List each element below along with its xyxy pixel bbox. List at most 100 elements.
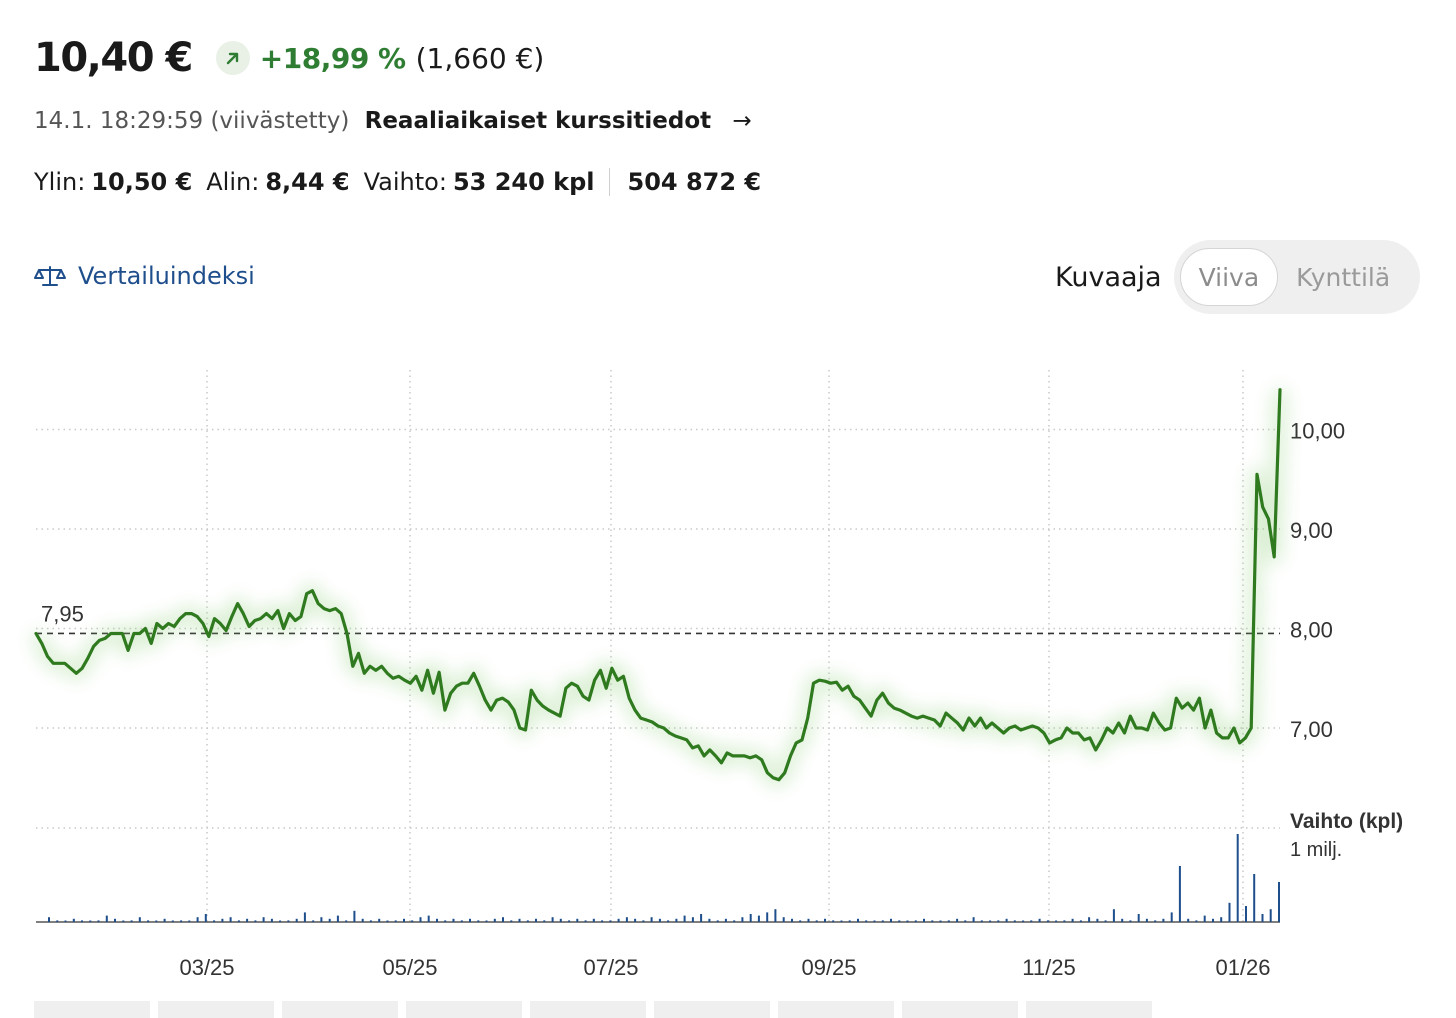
volume-bar <box>931 920 934 922</box>
price-line <box>34 388 1282 782</box>
volume-bar <box>1121 918 1124 922</box>
volume-bar <box>601 920 604 922</box>
low-value: 8,44 € <box>265 168 350 196</box>
volume-bar <box>1195 920 1198 922</box>
reference-label: 7,95 <box>41 601 84 626</box>
volume-bar <box>1228 902 1231 922</box>
volume-bar <box>824 918 826 922</box>
volume-bar <box>1079 920 1082 922</box>
volume-bar <box>568 920 571 922</box>
volume-bar <box>419 917 422 922</box>
volume-bar <box>890 918 892 922</box>
volume-bar <box>1236 834 1239 922</box>
loading-placeholder <box>406 1001 522 1018</box>
volume-bar <box>997 920 1000 922</box>
volume-bar <box>72 918 75 922</box>
x-tick-label: 01/26 <box>1215 955 1270 980</box>
volume-bar <box>1278 882 1280 922</box>
volume-bar <box>155 920 158 922</box>
volume-bar <box>477 920 480 922</box>
arrow-right-icon[interactable]: → <box>732 108 752 134</box>
volume-bar <box>881 920 884 922</box>
loading-placeholder <box>778 1001 894 1018</box>
volume-bar <box>1145 918 1148 922</box>
volume-bar <box>708 918 711 922</box>
stats-divider <box>608 168 610 196</box>
loading-placeholder <box>654 1001 770 1018</box>
realtime-link[interactable]: Reaaliaikaiset kurssitiedot <box>364 108 712 134</box>
benchmark-button[interactable]: Vertailuindeksi <box>34 262 255 290</box>
volume-bar <box>675 918 678 922</box>
volume-bar <box>81 920 83 922</box>
volume-bar <box>658 918 661 922</box>
loading-placeholder <box>158 1001 274 1018</box>
volume-bar <box>485 920 488 922</box>
volume-bar <box>972 917 975 922</box>
x-tick-label: 03/25 <box>179 955 234 980</box>
price-line-glow <box>29 389 1287 787</box>
volume-bar <box>493 918 496 922</box>
change-absolute: (1,660 €) <box>415 41 545 75</box>
volume-bar <box>1212 918 1214 922</box>
volume-bar <box>130 920 133 922</box>
volume-bar <box>188 920 191 922</box>
volume-bar <box>163 918 166 922</box>
volume-bar <box>237 920 240 922</box>
volume-bar <box>64 920 67 922</box>
volume-bar <box>1253 874 1256 922</box>
volume-bar <box>815 920 818 922</box>
volume-bar <box>757 915 760 922</box>
volume-bar <box>526 920 529 922</box>
volume-bar <box>460 920 463 922</box>
volume-bar <box>427 915 430 922</box>
volume-bar <box>584 920 587 922</box>
y-tick-label: 9,00 <box>1290 518 1333 543</box>
volume-bar <box>353 910 356 922</box>
volume-bar <box>1063 920 1066 922</box>
volume-bar <box>617 918 620 922</box>
volume-bar <box>386 920 389 922</box>
volume-bar <box>733 920 736 922</box>
volume-bar <box>361 918 364 922</box>
volume-bar <box>312 920 315 922</box>
volume-bar <box>510 920 513 922</box>
volume-bar <box>716 920 719 922</box>
volume-bar <box>543 920 546 922</box>
volume-axis-title: Vaihto (kpl) <box>1290 810 1403 833</box>
volume-bar <box>791 918 793 922</box>
volume-bar <box>923 918 925 922</box>
x-tick-label: 09/25 <box>801 955 856 980</box>
volume-bar <box>1137 914 1140 922</box>
x-tick-label: 11/25 <box>1022 955 1075 980</box>
volume-bar <box>411 920 414 922</box>
volume-bar <box>1088 917 1091 922</box>
scale-icon <box>34 266 66 286</box>
loading-placeholder <box>530 1001 646 1018</box>
high-value: 10,50 € <box>91 168 193 196</box>
volume-bar <box>147 920 150 922</box>
volume-bar <box>774 909 777 922</box>
volume-bar <box>97 920 100 922</box>
volume-bar <box>287 920 290 922</box>
volume-value: 53 240 kpl <box>452 168 595 196</box>
chart-type-candle-option[interactable]: Kynttilä <box>1296 262 1391 292</box>
volume-bar <box>857 918 859 922</box>
volume-bar <box>403 918 405 922</box>
volume-bar <box>1187 918 1190 922</box>
chart-type-line-option[interactable]: Viiva <box>1179 248 1279 306</box>
volume-bar <box>1030 920 1033 922</box>
volume-bar <box>724 918 727 922</box>
turnover-value: 504 872 € <box>627 168 762 196</box>
volume-bar <box>683 915 686 922</box>
volume-bar <box>518 918 521 922</box>
volume-bar <box>956 918 959 922</box>
volume-scale-label: 1 milj. <box>1290 839 1342 861</box>
volume-bar <box>1154 920 1157 922</box>
volume-bar <box>452 918 455 922</box>
volume-bar <box>1022 920 1025 922</box>
timestamp-row: 14.1. 18:29:59 (viivästetty) Reaaliaikai… <box>34 108 752 134</box>
current-price: 10,40 € <box>34 35 193 81</box>
x-tick-label: 05/25 <box>382 955 437 980</box>
price-chart: 7,00 8,00 9,00 10,00 7,95 Vaihto (kpl) 1 milj.… <box>29 370 1403 980</box>
volume-bar <box>221 918 224 922</box>
